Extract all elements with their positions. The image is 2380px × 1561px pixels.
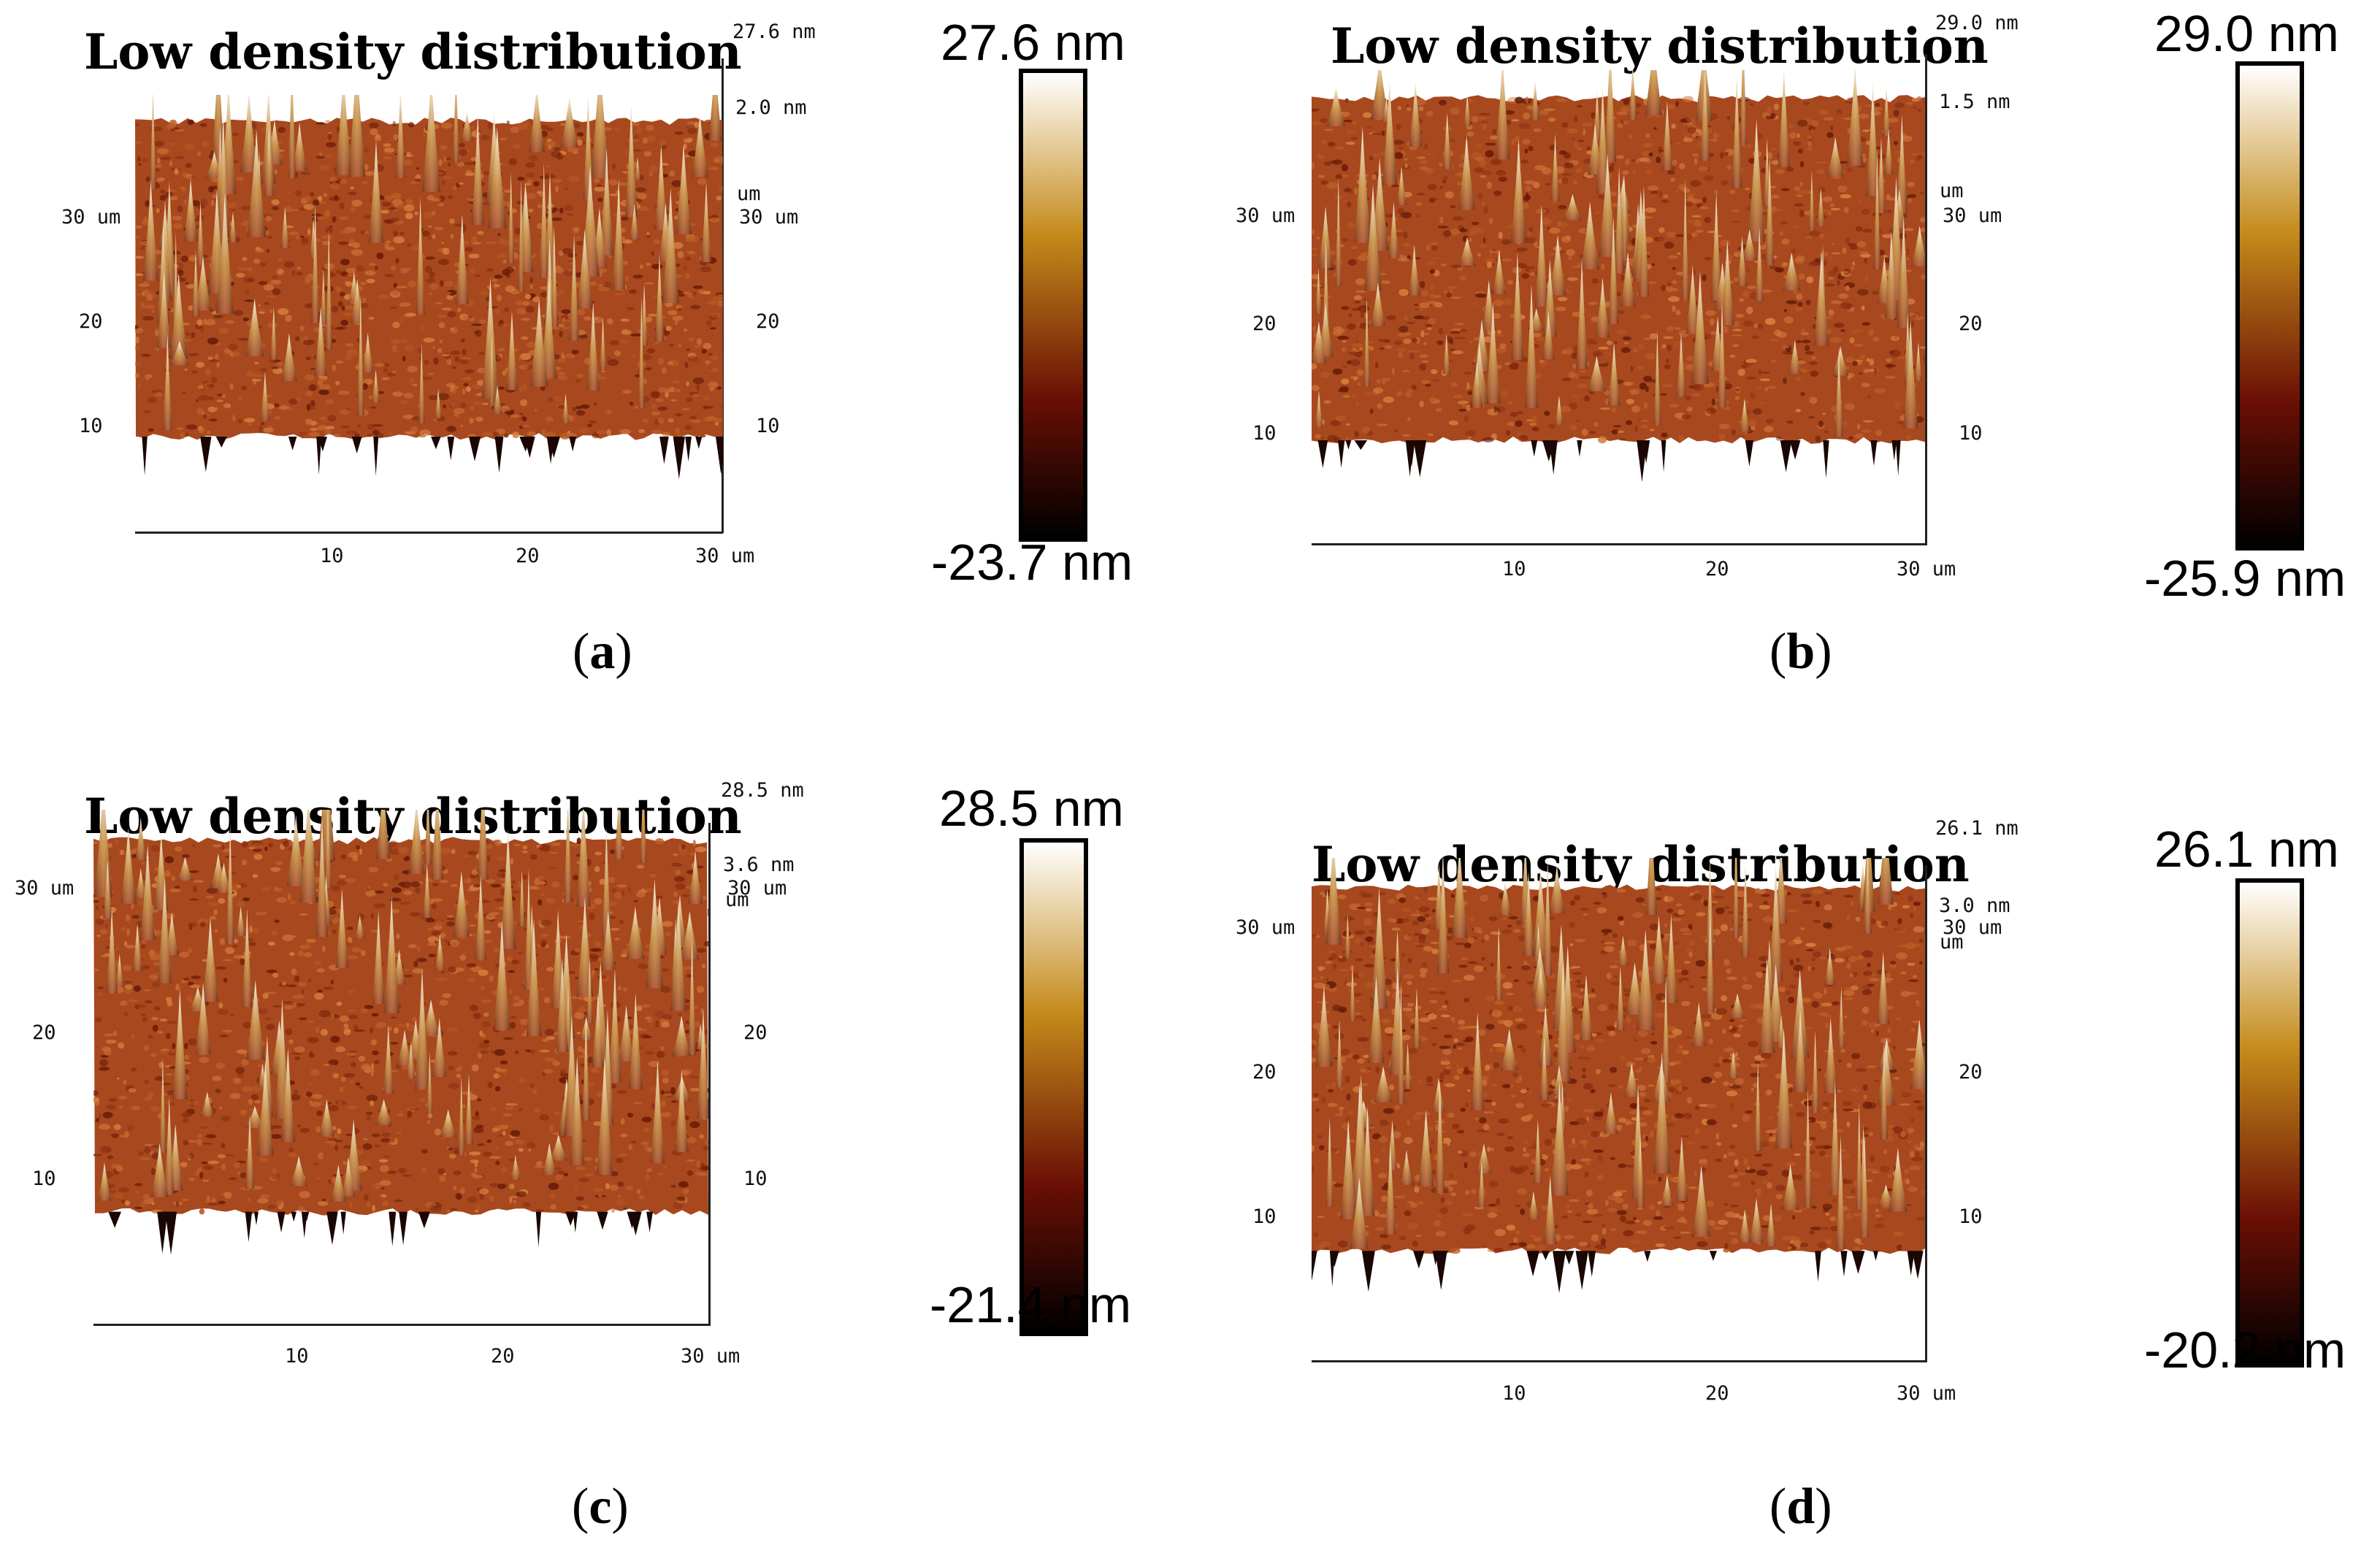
colorbar [2235, 878, 2304, 1368]
y-tick-30-right: 30 um [1943, 916, 2002, 939]
colorbar-max-label: 28.5 nm [939, 780, 1124, 837]
colorbar-max-label: 26.1 nm [2154, 821, 2339, 878]
afm-panel-d: Low density distribution 26.1 nm 3.0 nm … [1190, 780, 2380, 1561]
unit-label: um [737, 183, 761, 205]
y-tick-20-left: 20 [32, 1021, 56, 1044]
y-tick-10-right: 10 [756, 415, 780, 437]
x-tick-20: 20 [1705, 1382, 1729, 1405]
z-max-label: 29.0 nm [1935, 12, 2019, 34]
x-tick-30: 30 um [1897, 1382, 1956, 1405]
panel-title: Low density distribution [84, 788, 742, 845]
y-tick-20-right: 20 [756, 310, 780, 333]
y-tick-30-left: 30 um [15, 877, 74, 900]
z-scale-label: 1.5 nm [1939, 91, 2010, 113]
z-scale-label: 3.0 nm [1939, 894, 2010, 917]
x-axis [93, 1324, 711, 1326]
y-tick-30-left: 30 um [1236, 916, 1296, 939]
y-tick-10-left: 10 [1252, 1205, 1277, 1228]
y-tick-20-left: 20 [79, 310, 103, 333]
y-tick-10-left: 10 [32, 1167, 56, 1190]
y-tick-30-right: 30 um [1943, 204, 2002, 227]
afm-surface [1312, 858, 1925, 1294]
z-max-label: 27.6 nm [732, 20, 816, 43]
colorbar [2235, 61, 2304, 551]
x-tick-10: 10 [1502, 558, 1526, 580]
panel-caption: (c) [572, 1478, 629, 1535]
colorbar-min-label: -25.9 nm [2144, 550, 2346, 607]
colorbar-min-label: -20.2 nm [2144, 1322, 2346, 1378]
afm-panel-a: Low density distribution 27.6 nm 2.0 nm … [0, 0, 1190, 780]
right-axis [1925, 865, 1927, 1362]
y-tick-20-left: 20 [1252, 1061, 1277, 1084]
y-tick-20-left: 20 [1252, 312, 1277, 335]
y-tick-10-right: 10 [1959, 1205, 1983, 1228]
colorbar-min-label: -21.4 nm [930, 1276, 1132, 1333]
panel-title: Low density distribution [1312, 836, 1970, 893]
y-tick-30-right: 30 um [727, 877, 787, 900]
x-tick-10: 10 [320, 545, 344, 567]
afm-surface [1312, 70, 1925, 483]
x-tick-20: 20 [516, 545, 540, 567]
right-axis [1925, 54, 1927, 545]
z-scale-label: 2.0 nm [735, 96, 807, 119]
x-tick-20: 20 [1705, 558, 1729, 580]
afm-panel-c: Low density distribution 28.5 nm 3.6 nm … [0, 779, 1190, 1561]
y-tick-30-left: 30 um [61, 206, 121, 229]
afm-surface [93, 810, 708, 1255]
colorbar-max-label: 27.6 nm [941, 14, 1125, 71]
afm-panel-b: Low density distribution 29.0 nm 1.5 nm … [1190, 0, 2380, 780]
x-axis [1312, 543, 1927, 545]
panel-caption: (a) [573, 624, 632, 680]
unit-label: um [725, 889, 749, 911]
x-axis [135, 532, 723, 534]
x-axis [1312, 1360, 1927, 1362]
unit-label: um [1940, 180, 1964, 202]
z-max-label: 26.1 nm [1935, 817, 2019, 840]
y-tick-10-left: 10 [79, 415, 103, 437]
y-tick-20-right: 20 [1959, 312, 1983, 335]
panel-title: Low density distribution [1331, 18, 1989, 74]
x-tick-30: 30 um [1897, 558, 1956, 580]
y-tick-20-right: 20 [743, 1021, 768, 1044]
z-scale-label: 3.6 nm [723, 854, 795, 876]
colorbar-max-label: 29.0 nm [2154, 5, 2339, 62]
afm-surface [135, 95, 723, 480]
right-axis [708, 823, 711, 1325]
x-tick-30: 30 um [695, 545, 755, 567]
colorbar [1019, 838, 1088, 1336]
y-tick-10-right: 10 [743, 1167, 768, 1190]
y-tick-30-right: 30 um [739, 206, 799, 229]
x-tick-10: 10 [1502, 1382, 1526, 1405]
colorbar-min-label: -23.7 nm [931, 534, 1133, 591]
colorbar [1019, 69, 1087, 542]
y-tick-30-left: 30 um [1236, 204, 1296, 227]
y-tick-10-right: 10 [1959, 422, 1983, 445]
y-tick-20-right: 20 [1959, 1061, 1983, 1084]
y-tick-10-left: 10 [1252, 422, 1277, 445]
panel-caption: (d) [1769, 1478, 1832, 1535]
x-tick-20: 20 [491, 1345, 515, 1368]
z-max-label: 28.5 nm [721, 779, 804, 802]
panel-title: Low density distribution [84, 23, 742, 80]
unit-label: um [1940, 931, 1964, 954]
x-tick-10: 10 [285, 1345, 309, 1368]
panel-caption: (b) [1769, 624, 1832, 680]
x-tick-30: 30 um [681, 1345, 741, 1368]
